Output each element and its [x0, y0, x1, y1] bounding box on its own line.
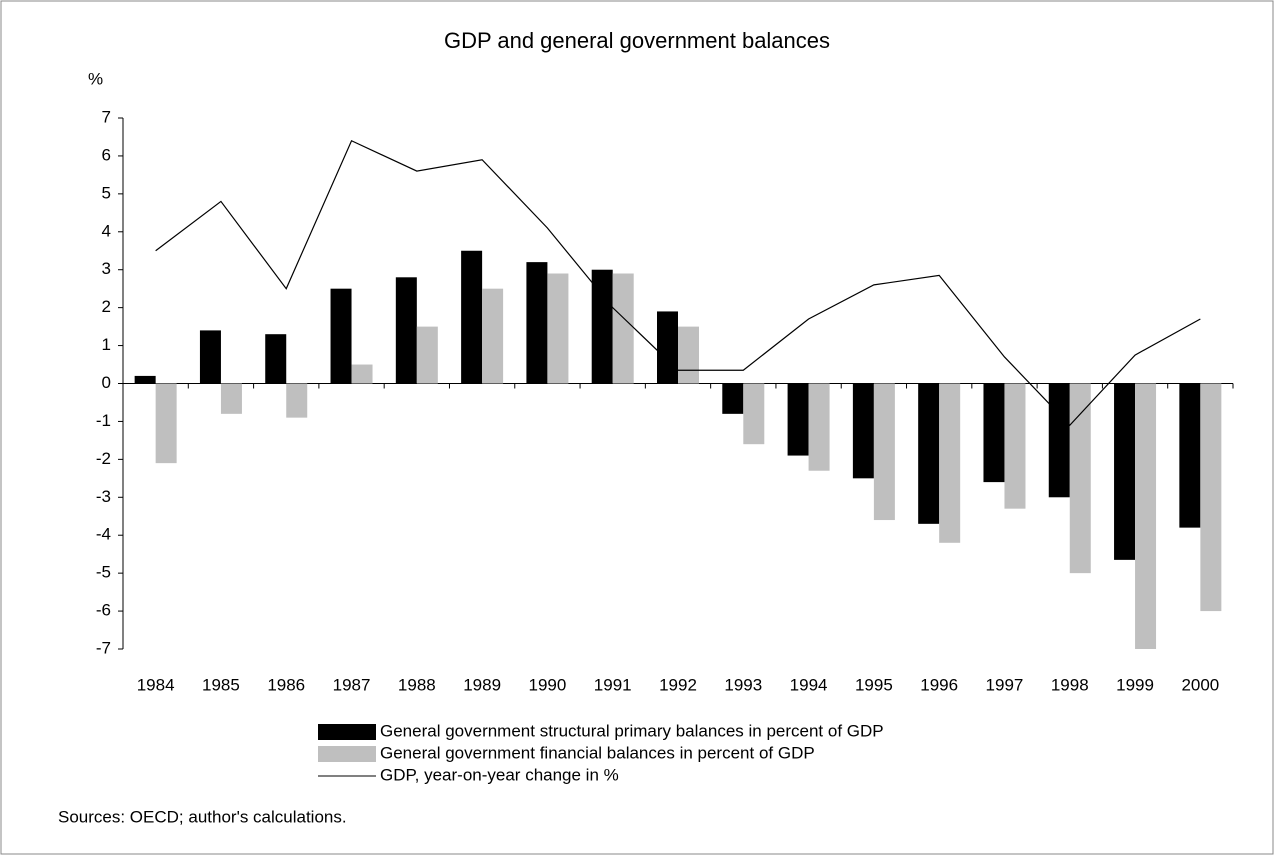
bar — [657, 311, 678, 384]
x-tick-label: 1999 — [1116, 675, 1154, 694]
x-tick-label: 2000 — [1181, 675, 1219, 694]
x-tick-label: 1992 — [659, 675, 697, 694]
bar — [808, 383, 830, 471]
bar — [351, 364, 373, 384]
bar — [983, 383, 1005, 483]
bar — [1004, 383, 1026, 509]
y-tick-label: -6 — [96, 601, 111, 620]
legend-label: General government financial balances in… — [380, 743, 815, 762]
bar — [722, 383, 744, 414]
bar — [220, 383, 242, 414]
y-tick-label: -5 — [96, 563, 111, 582]
source-note: Sources: OECD; author's calculations. — [58, 807, 347, 826]
y-tick-label: -3 — [96, 487, 111, 506]
y-tick-label: 7 — [102, 107, 111, 126]
legend-label: GDP, year-on-year change in % — [380, 765, 619, 784]
bar — [265, 334, 287, 384]
x-tick-label: 1993 — [724, 675, 762, 694]
bar — [482, 288, 504, 384]
x-tick-label: 1994 — [790, 675, 828, 694]
y-axis-label: % — [88, 69, 103, 88]
bar — [155, 383, 177, 464]
bar — [1179, 383, 1201, 528]
bar — [612, 273, 634, 384]
bar — [591, 269, 613, 384]
x-tick-label: 1995 — [855, 675, 893, 694]
bar — [852, 383, 874, 479]
bar — [1135, 383, 1157, 649]
bar — [1114, 383, 1136, 560]
line — [155, 139, 1201, 427]
bar — [330, 288, 352, 384]
bar — [547, 273, 569, 384]
bar — [286, 383, 308, 418]
x-tick-label: 1988 — [398, 675, 436, 694]
bar — [743, 383, 765, 445]
y-tick-label: 5 — [102, 183, 111, 202]
x-tick-label: 1984 — [137, 675, 175, 694]
x-tick-label: 1991 — [594, 675, 632, 694]
x-tick-label: 1989 — [463, 675, 501, 694]
legend-label: General government structural primary ba… — [380, 721, 884, 740]
x-tick-label: 1996 — [920, 675, 958, 694]
y-tick-label: 3 — [102, 259, 111, 278]
y-tick-label: 0 — [102, 373, 111, 392]
y-tick-label: 4 — [102, 221, 111, 240]
x-tick-label: 1990 — [528, 675, 566, 694]
bar — [787, 383, 809, 456]
x-tick-label: 1997 — [986, 675, 1024, 694]
y-tick-label: -1 — [96, 411, 111, 430]
bar — [416, 326, 438, 384]
y-tick-label: 6 — [102, 145, 111, 164]
x-tick-label: 1987 — [333, 675, 371, 694]
y-tick-label: -2 — [96, 449, 111, 468]
bar — [461, 250, 483, 384]
bar — [1069, 383, 1091, 574]
x-tick-label: 1985 — [202, 675, 240, 694]
legend-swatch — [318, 746, 376, 762]
x-tick-label: 1986 — [267, 675, 305, 694]
y-tick-label: -4 — [96, 525, 111, 544]
y-tick-label: 2 — [102, 297, 111, 316]
bar — [526, 262, 548, 384]
bar — [1200, 383, 1222, 612]
bar — [873, 383, 895, 521]
legend-swatch — [318, 724, 376, 740]
y-tick-label: -7 — [96, 638, 111, 657]
bar — [918, 383, 940, 524]
y-tick-label: 1 — [102, 335, 111, 354]
bar — [1048, 383, 1070, 498]
bar — [939, 383, 961, 543]
bar — [395, 277, 417, 384]
bar — [199, 330, 221, 384]
x-tick-label: 1998 — [1051, 675, 1089, 694]
chart-title: GDP and general government balances — [444, 28, 830, 53]
bar — [678, 326, 699, 384]
bar — [134, 375, 156, 384]
